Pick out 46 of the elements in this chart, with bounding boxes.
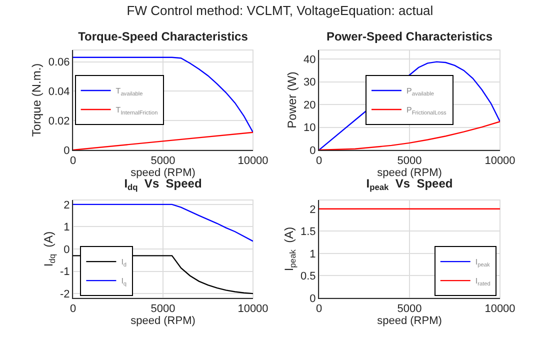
x-tick-label: 5000 — [150, 155, 176, 168]
y-tick-label: 10 — [304, 122, 316, 134]
x-tick-label: 5000 — [150, 303, 176, 316]
x-tick-label: 10000 — [238, 155, 268, 168]
x-tick-label: 10000 — [484, 155, 516, 168]
legend-label: I$_{rated}$ — [475, 276, 490, 288]
x-tick-label: 5000 — [397, 155, 422, 168]
legend-label: I$_{d}$ — [121, 258, 127, 268]
y-tick-label: 0.02 — [48, 115, 70, 128]
y-tick-label: 0 — [64, 244, 70, 256]
x-axis-title: speed (RPM) — [130, 315, 196, 328]
x-axis-title: speed (RPM) — [130, 167, 196, 180]
y-tick-label: 1 — [64, 222, 70, 234]
line-series — [73, 56, 253, 133]
y-tick-label: 2 — [310, 204, 316, 216]
y-tick-label: 1.5 — [300, 226, 316, 238]
y-tick-label: 0.5 — [300, 270, 316, 283]
x-tick-label: 10000 — [238, 303, 268, 316]
y-tick-label: 0 — [64, 144, 70, 157]
y-tick-label: 20 — [304, 99, 316, 112]
legend-label: P$_{FrictionalLoss}$ — [406, 106, 447, 116]
x-tick-label: 5000 — [397, 303, 422, 316]
x-tick-label: 10000 — [484, 303, 516, 316]
y-tick-label: 0 — [310, 292, 316, 305]
chart-title: Torque-Speed Characteristics — [78, 29, 248, 44]
y-axis-title: Power (W) — [284, 72, 299, 128]
y-tick-label: 0.04 — [48, 86, 70, 98]
legend-label: I$_{peak}$ — [475, 258, 490, 268]
y-tick-label: 0 — [310, 144, 316, 157]
line-series — [73, 204, 253, 242]
text: FW Control method: VCLMT, VoltageEquation: actual — [126, 3, 434, 18]
y-tick-label: 30 — [304, 76, 316, 89]
x-axis-title: speed (RPM) — [377, 167, 442, 180]
y-axis-title: Torque (N.m.) — [30, 63, 44, 137]
legend-label: T$_{InternalFriction}$ — [116, 106, 158, 116]
legend-label: P$_{available}$ — [406, 86, 434, 98]
y-tick-label: 0.06 — [48, 56, 70, 69]
y-tick-label: -2 — [60, 288, 70, 300]
y-tick-label: -1 — [60, 266, 70, 278]
y-tick-label: 40 — [304, 54, 316, 66]
chart-title: Power-Speed Characteristics — [326, 29, 493, 44]
legend-label: I$_{q}$ — [121, 276, 127, 288]
legend-label: T$_{available}$ — [116, 86, 143, 98]
y-tick-label: 1 — [310, 248, 316, 260]
y-tick-label: 2 — [64, 199, 70, 212]
x-axis-title: speed (RPM) — [377, 315, 442, 328]
